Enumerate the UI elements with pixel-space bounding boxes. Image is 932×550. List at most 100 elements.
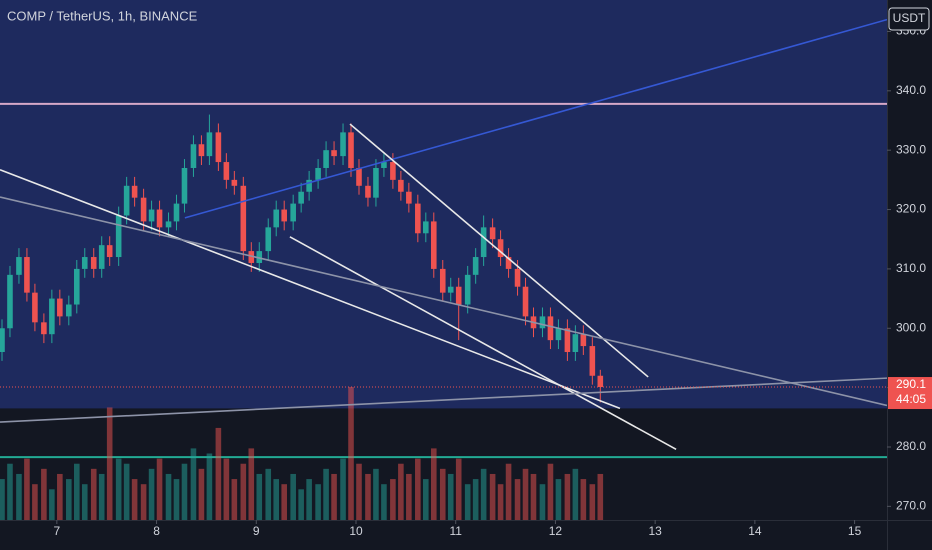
volume-bar	[439, 468, 446, 520]
candle-body	[547, 316, 554, 341]
candle-body	[430, 221, 437, 269]
volume-bar	[572, 468, 579, 520]
candle-body	[281, 209, 287, 222]
volume-bar	[472, 479, 479, 520]
volume-bar	[131, 479, 138, 520]
volume-bar	[256, 473, 263, 520]
y-tick-label: 320.0	[896, 202, 926, 216]
y-tick-label: 310.0	[896, 261, 926, 275]
candle-body	[165, 221, 172, 228]
volume-bar	[231, 479, 238, 520]
candle-body	[248, 251, 255, 263]
volume-bar	[49, 489, 55, 520]
candle-body	[156, 209, 163, 228]
volume-bar	[390, 479, 396, 520]
volume-bar	[190, 448, 197, 520]
volume-bar	[24, 458, 30, 520]
candle-body	[7, 274, 13, 329]
volume-bar	[206, 453, 213, 520]
last-price-label: 290.1	[896, 377, 926, 391]
volume-bar	[480, 468, 487, 520]
candle-body	[514, 268, 521, 287]
currency-box	[888, 7, 930, 31]
volume-bar	[522, 468, 529, 520]
candle-body	[555, 328, 562, 341]
candle-body	[57, 298, 63, 317]
candle-body	[24, 257, 30, 293]
candle-body	[173, 203, 180, 222]
volume-bar	[41, 468, 47, 520]
volume-bar	[597, 473, 604, 520]
volume-bar	[273, 479, 280, 520]
volume-bar	[281, 484, 287, 520]
volume-bar	[555, 479, 562, 520]
candle-body	[306, 179, 312, 192]
last-price-box	[888, 377, 932, 410]
trend-line	[0, 169, 621, 410]
candle-body	[190, 144, 197, 168]
x-tick-label: 10	[349, 524, 363, 538]
candle-body	[480, 227, 487, 258]
volume-bar	[464, 484, 471, 520]
candle-body	[215, 132, 222, 163]
candle-body	[273, 209, 280, 228]
volume-bar	[356, 463, 362, 520]
volume-bar	[373, 468, 379, 520]
volume-bar	[106, 407, 113, 520]
candle-body	[323, 150, 329, 168]
volume-bar	[73, 463, 80, 520]
volume-bar	[16, 473, 22, 520]
volume-bar	[66, 479, 72, 520]
candle-body	[81, 257, 88, 269]
volume-bar	[381, 484, 387, 520]
candle-body	[564, 328, 571, 353]
volume-bar	[406, 473, 412, 520]
candle-body	[522, 286, 529, 317]
candle-body	[489, 227, 496, 240]
candle-body	[340, 132, 346, 157]
volume-bar	[123, 463, 130, 520]
candle-body	[90, 257, 97, 269]
y-tick-label: 270.0	[896, 499, 926, 513]
candle-body	[49, 298, 55, 335]
volume-bar	[505, 463, 512, 520]
volume-bar	[331, 473, 337, 520]
y-tick-label: 300.0	[896, 320, 926, 334]
volume-bar	[348, 387, 354, 520]
volume-bar	[156, 458, 163, 520]
volume-bar	[306, 479, 312, 520]
volume-bar	[315, 484, 321, 520]
candle-body	[406, 191, 412, 204]
volume-bar	[398, 463, 404, 520]
candle-body	[398, 179, 404, 192]
volume-bar	[514, 479, 521, 520]
volume-bar	[430, 448, 437, 520]
candle-body	[265, 227, 272, 252]
trend-line	[184, 18, 887, 219]
volume-bar	[340, 458, 346, 520]
candle-body	[223, 162, 230, 180]
volume-bar	[323, 468, 329, 520]
volume-bar	[265, 468, 272, 520]
volume-bar	[564, 473, 571, 520]
candle-body	[298, 191, 304, 204]
candle-body	[497, 239, 504, 258]
candle-body	[16, 257, 22, 275]
countdown-label: 44:05	[896, 392, 926, 406]
x-tick-label: 11	[449, 524, 462, 538]
candle-body	[98, 245, 105, 269]
candle-body	[464, 274, 471, 305]
candle-body	[539, 316, 546, 329]
volume-bar	[140, 484, 147, 520]
volume-bar	[0, 479, 5, 520]
volume-bar	[547, 463, 554, 520]
y-tick-label: 330.0	[896, 142, 926, 156]
currency-label: USDT	[893, 11, 926, 25]
candle-body	[447, 286, 454, 293]
candle-body	[381, 162, 387, 168]
candle-body	[315, 167, 321, 180]
volume-bar	[530, 473, 537, 520]
candle-body	[148, 209, 155, 222]
candle-body	[198, 144, 205, 157]
